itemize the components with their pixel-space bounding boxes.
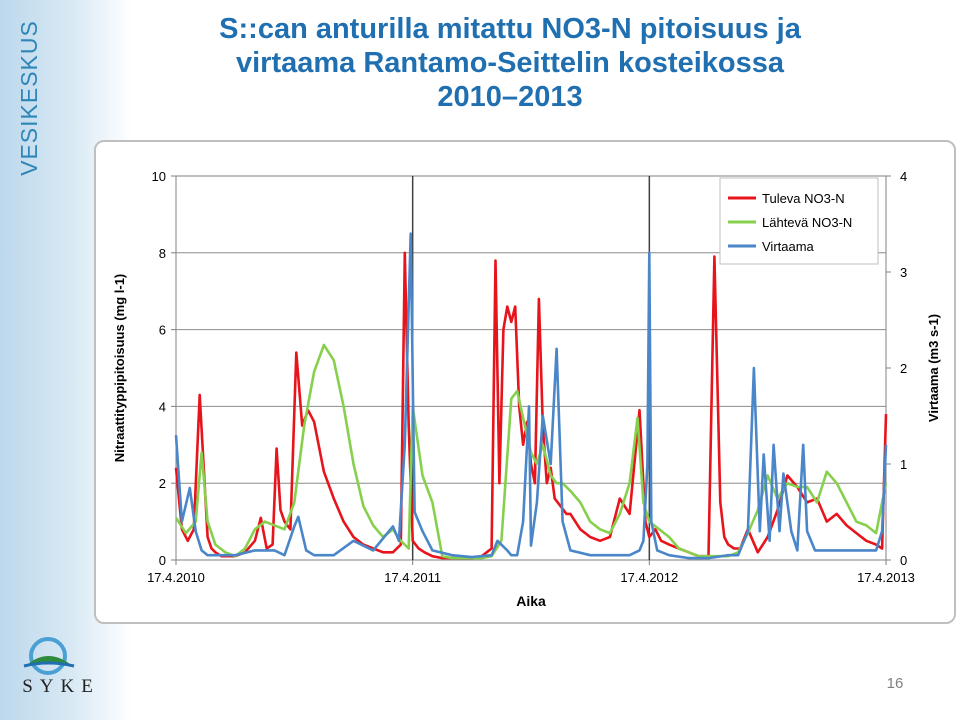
y2-tick-label: 0: [900, 553, 907, 568]
y-tick-label: 4: [159, 399, 166, 414]
legend-label-virtaama: Virtaama: [762, 239, 815, 254]
series-line-tuleva: [174, 251, 888, 560]
slide-title-line-1: S::can anturilla mitattu NO3-N pitoisuus…: [219, 13, 801, 45]
legend-label-tuleva: Tuleva NO3-N: [762, 191, 845, 206]
y-axis-title: Nitraattityppipitoisuus (mg l-1): [112, 274, 127, 463]
x-axis-title: Aika: [516, 593, 546, 609]
syke-logo-text: SYKE: [22, 676, 100, 697]
slide-title: S::can anturilla mitattu NO3-N pitoisuus…: [130, 12, 890, 114]
legend: Tuleva NO3-N Lähtevä NO3-N Virtaama: [719, 177, 879, 265]
x-tick-label: 17.4.2011: [384, 570, 441, 585]
legend-label-lahteva: Lähtevä NO3-N: [762, 215, 852, 230]
slide-title-line-3: 2010–2013: [437, 81, 583, 113]
y-tick-label: 2: [159, 476, 166, 491]
chart-frame: 0 2 4 6 8 10 17.4.2010 17.4.2011 17.4.2012 17.4.2…: [94, 140, 956, 624]
x-tick-label: 17.4.2010: [147, 570, 205, 585]
series-line-virtaama: [174, 232, 888, 560]
y2-axis-title: Virtaama (m3 s-1): [926, 314, 941, 422]
y-tick-label: 8: [159, 246, 166, 261]
vesikeskus-brand-text: VESIKESKUS: [16, 20, 42, 176]
y-tick-label: 6: [159, 323, 166, 338]
syke-logo-icon: [23, 637, 75, 675]
x-tick-label: 17.4.2012: [620, 570, 678, 585]
page-number: 16: [886, 675, 904, 692]
y2-tick-label: 4: [900, 169, 907, 184]
y-tick-label: 0: [159, 553, 166, 568]
y-tick-label: 10: [152, 169, 166, 184]
y2-tick-label: 1: [900, 457, 907, 472]
slide-title-line-2: virtaama Rantamo-Seittelin kosteikossa: [236, 47, 784, 79]
y2-tick-label: 3: [900, 265, 907, 280]
y2-tick-label: 2: [900, 361, 907, 376]
x-tick-label: 17.4.2013: [857, 570, 915, 585]
